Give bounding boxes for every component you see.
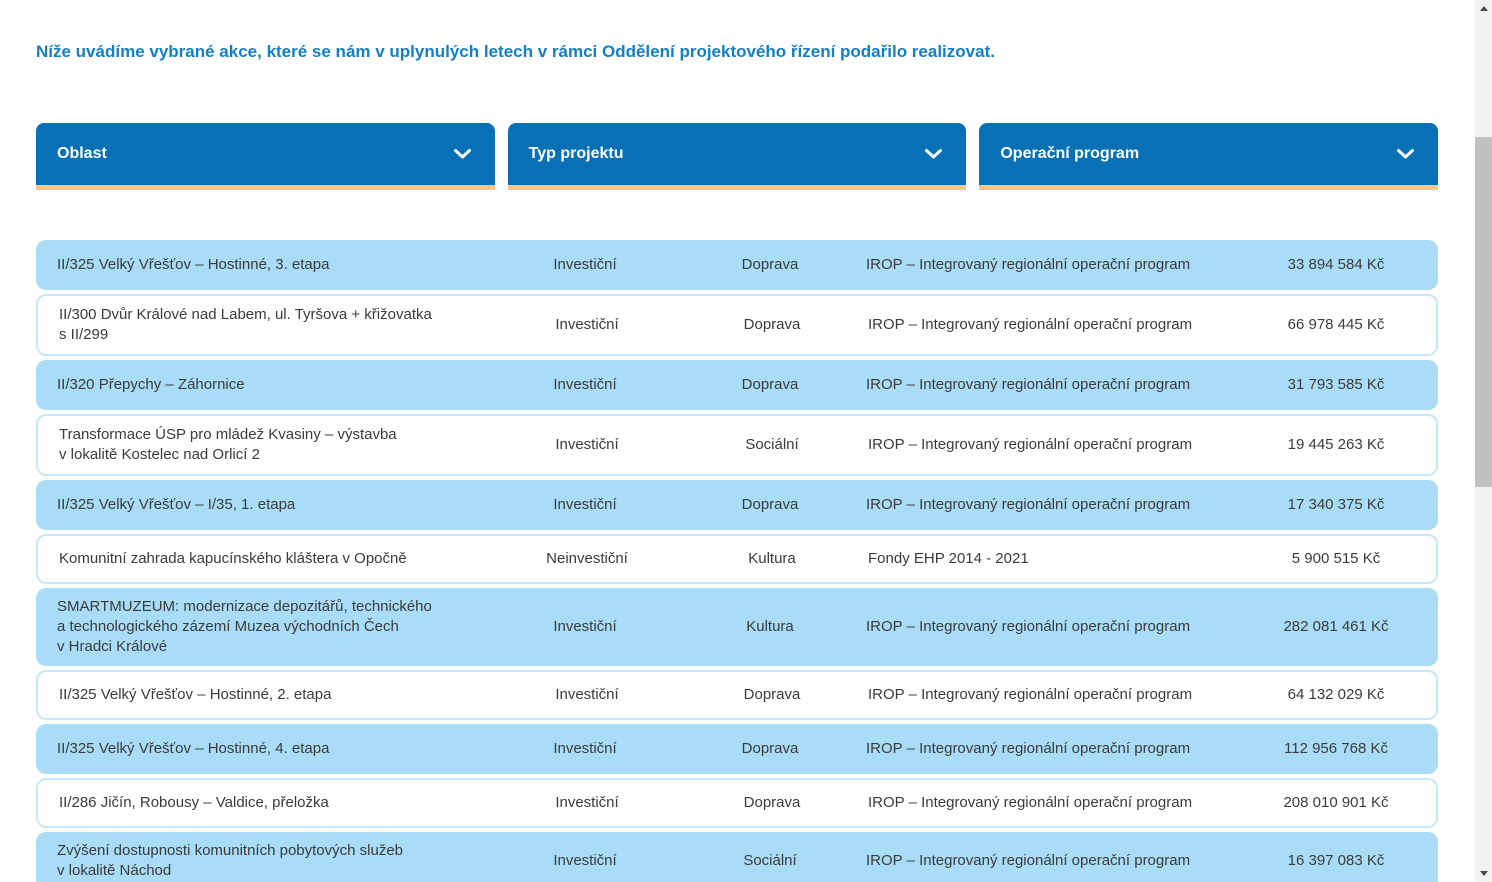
- project-amount-cell: 66 978 445 Kč: [1287, 316, 1385, 333]
- table-row: II/286 Jičín, Robousy – Valdice, přeložk…: [36, 778, 1438, 828]
- project-area-cell: Doprava: [743, 794, 801, 811]
- table-row: II/320 Přepychy – Záhornice Investiční D…: [36, 360, 1438, 410]
- project-name-cell: Komunitní zahrada kapucínského kláštera …: [59, 550, 407, 567]
- project-area-cell: Sociální: [745, 436, 799, 453]
- project-type-cell: Investiční: [553, 376, 617, 393]
- table-row: Zvýšení dostupnosti komunitních pobytový…: [36, 832, 1438, 882]
- project-amount-cell: 19 445 263 Kč: [1287, 436, 1385, 453]
- filter-label: Oblast: [57, 145, 107, 162]
- project-area-cell: Sociální: [743, 852, 797, 869]
- project-type-cell: Investiční: [555, 316, 619, 333]
- project-type-cell: Investiční: [555, 686, 619, 703]
- filter-oblast-dropdown[interactable]: Oblast: [36, 123, 495, 190]
- project-name-cell: II/325 Velký Vřešťov – Hostinné, 3. etap…: [57, 256, 330, 273]
- project-type-cell: Investiční: [553, 740, 617, 757]
- scrollbar-up-arrow-icon[interactable]: [1475, 0, 1492, 17]
- projects-table: II/325 Velký Vřešťov – Hostinné, 3. etap…: [36, 240, 1438, 882]
- project-program-cell: Fondy EHP 2014 - 2021: [868, 550, 1029, 567]
- project-area-cell: Doprava: [743, 316, 801, 333]
- project-type-cell: Investiční: [553, 496, 617, 513]
- project-name-cell: Transformace ÚSP pro mládež Kvasiny – vý…: [59, 426, 397, 463]
- filter-bar: Oblast Typ projektu Operační program: [36, 123, 1439, 190]
- table-row: SMARTMUZEUM: modernizace depozitářů, tec…: [36, 588, 1438, 666]
- project-area-cell: Doprava: [741, 496, 799, 513]
- project-area-cell: Doprava: [741, 256, 799, 273]
- table-row: II/325 Velký Vřešťov – I/35, 1. etapa In…: [36, 480, 1438, 530]
- scrollbar-down-arrow-icon[interactable]: [1475, 865, 1492, 882]
- project-area-cell: Doprava: [741, 740, 799, 757]
- project-amount-cell: 17 340 375 Kč: [1287, 496, 1385, 513]
- project-amount-cell: 208 010 901 Kč: [1283, 794, 1389, 811]
- project-type-cell: Neinvestiční: [546, 550, 628, 567]
- scrollbar-thumb[interactable]: [1475, 137, 1492, 487]
- project-program-cell: IROP – Integrovaný regionální operační p…: [866, 376, 1191, 393]
- chevron-down-icon: [925, 149, 943, 159]
- project-program-cell: IROP – Integrovaný regionální operační p…: [866, 496, 1191, 513]
- project-amount-cell: 31 793 585 Kč: [1287, 376, 1385, 393]
- project-amount-cell: 64 132 029 Kč: [1287, 686, 1385, 703]
- project-type-cell: Investiční: [555, 794, 619, 811]
- project-program-cell: IROP – Integrovaný regionální operační p…: [868, 794, 1193, 811]
- project-program-cell: IROP – Integrovaný regionální operační p…: [866, 256, 1191, 273]
- table-row: Komunitní zahrada kapucínského kláštera …: [36, 534, 1438, 584]
- table-row: II/325 Velký Vřešťov – Hostinné, 4. etap…: [36, 724, 1438, 774]
- table-row: II/325 Velký Vřešťov – Hostinné, 3. etap…: [36, 240, 1438, 290]
- project-amount-cell: 33 894 584 Kč: [1287, 256, 1385, 273]
- filter-label: Operační program: [1000, 145, 1140, 162]
- project-area-cell: Kultura: [746, 618, 794, 635]
- project-program-cell: IROP – Integrovaný regionální operační p…: [868, 316, 1193, 333]
- table-row: II/325 Velký Vřešťov – Hostinné, 2. etap…: [36, 670, 1438, 720]
- project-name-cell: II/325 Velký Vřešťov – I/35, 1. etapa: [57, 496, 296, 513]
- project-name-cell: II/325 Velký Vřešťov – Hostinné, 2. etap…: [59, 686, 332, 703]
- project-name-cell: SMARTMUZEUM: modernizace depozitářů, tec…: [57, 598, 432, 655]
- project-amount-cell: 112 956 768 Kč: [1284, 740, 1388, 757]
- chevron-down-icon: [1397, 149, 1415, 159]
- project-area-cell: Doprava: [741, 376, 799, 393]
- project-type-cell: Investiční: [553, 256, 617, 273]
- project-type-cell: Investiční: [553, 618, 617, 635]
- project-amount-cell: 282 081 461 Kč: [1283, 618, 1389, 635]
- project-area-cell: Kultura: [748, 550, 796, 567]
- filter-operacni-program-dropdown[interactable]: Operační program: [979, 123, 1439, 190]
- project-name-cell: II/286 Jičín, Robousy – Valdice, přeložk…: [59, 794, 329, 811]
- project-type-cell: Investiční: [555, 436, 619, 453]
- filter-typ-projektu-dropdown[interactable]: Typ projektu: [507, 123, 967, 190]
- project-name-cell: II/320 Přepychy – Záhornice: [57, 376, 245, 393]
- project-type-cell: Investiční: [553, 852, 617, 869]
- project-area-cell: Doprava: [743, 686, 801, 703]
- table-row: II/300 Dvůr Králové nad Labem, ul. Tyršo…: [36, 294, 1438, 356]
- table-row: Transformace ÚSP pro mládež Kvasiny – vý…: [36, 414, 1438, 476]
- project-name-cell: II/300 Dvůr Králové nad Labem, ul. Tyršo…: [59, 306, 432, 343]
- intro-heading: Níže uvádíme vybrané akce, které se nám …: [36, 42, 995, 61]
- project-program-cell: IROP – Integrovaný regionální operační p…: [866, 852, 1191, 869]
- project-program-cell: IROP – Integrovaný regionální operační p…: [866, 740, 1191, 757]
- project-program-cell: IROP – Integrovaný regionální operační p…: [868, 686, 1193, 703]
- vertical-scrollbar[interactable]: [1475, 0, 1492, 882]
- project-program-cell: IROP – Integrovaný regionální operační p…: [866, 618, 1191, 635]
- project-amount-cell: 5 900 515 Kč: [1291, 550, 1381, 567]
- project-amount-cell: 16 397 083 Kč: [1287, 852, 1385, 869]
- project-program-cell: IROP – Integrovaný regionální operační p…: [868, 436, 1193, 453]
- chevron-down-icon: [453, 149, 471, 159]
- project-name-cell: Zvýšení dostupnosti komunitních pobytový…: [57, 842, 404, 879]
- project-name-cell: II/325 Velký Vřešťov – Hostinné, 4. etap…: [57, 740, 330, 757]
- filter-label: Typ projektu: [528, 145, 624, 162]
